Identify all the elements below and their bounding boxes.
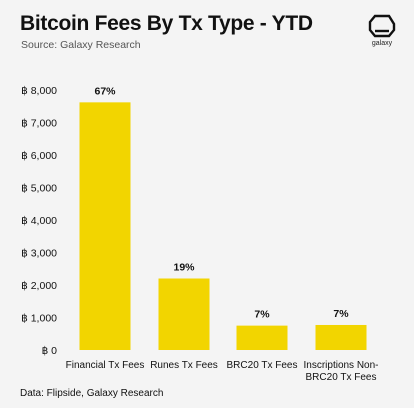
data-label: 19% (173, 262, 195, 274)
y-tick-label: ฿ 6,000 (21, 150, 57, 162)
y-tick-label: ฿ 5,000 (21, 183, 57, 195)
y-tick-label: ฿ 3,000 (21, 248, 57, 260)
y-tick-label: ฿ 0 (42, 345, 58, 357)
chart-subtitle: Source: Galaxy Research (21, 39, 141, 51)
bar (79, 102, 131, 350)
x-tick-label: Financial Tx Fees (66, 360, 145, 371)
galaxy-logo-icon (368, 14, 396, 38)
data-label: 7% (333, 308, 349, 320)
y-tick-label: ฿ 8,000 (21, 85, 57, 97)
chart-title: Bitcoin Fees By Tx Type - YTD (20, 12, 313, 35)
x-tick-label: BRC20 Tx Fees (306, 372, 377, 383)
x-axis: Financial Tx Fees Runes Tx Fees BRC20 Tx F… (66, 360, 379, 383)
y-tick-label: ฿ 2,000 (21, 280, 57, 292)
data-label: 7% (254, 309, 270, 321)
bar (158, 278, 210, 350)
data-label: 67% (94, 85, 116, 97)
y-axis: ฿ 0 ฿ 1,000 ฿ 2,000 ฿ 3,000 ฿ 4,000 ฿ 5,000 ฿ … (21, 85, 57, 357)
x-tick-label: Runes Tx Fees (150, 360, 218, 371)
data-source-note: Data: Flipside, Galaxy Research (20, 388, 164, 399)
bar (315, 324, 367, 350)
x-tick-label: BRC20 Tx Fees (227, 360, 298, 371)
data-labels: 67% 19% 7% 7% (94, 85, 349, 320)
galaxy-logo-text: galaxy (371, 40, 393, 47)
galaxy-logo: galaxy (364, 12, 400, 52)
y-tick-label: ฿ 7,000 (21, 118, 57, 130)
x-tick-label: Inscriptions Non- (303, 360, 378, 371)
y-tick-label: ฿ 1,000 (21, 313, 57, 325)
bar (236, 325, 288, 350)
bar-series (79, 102, 367, 350)
y-tick-label: ฿ 4,000 (21, 215, 57, 227)
